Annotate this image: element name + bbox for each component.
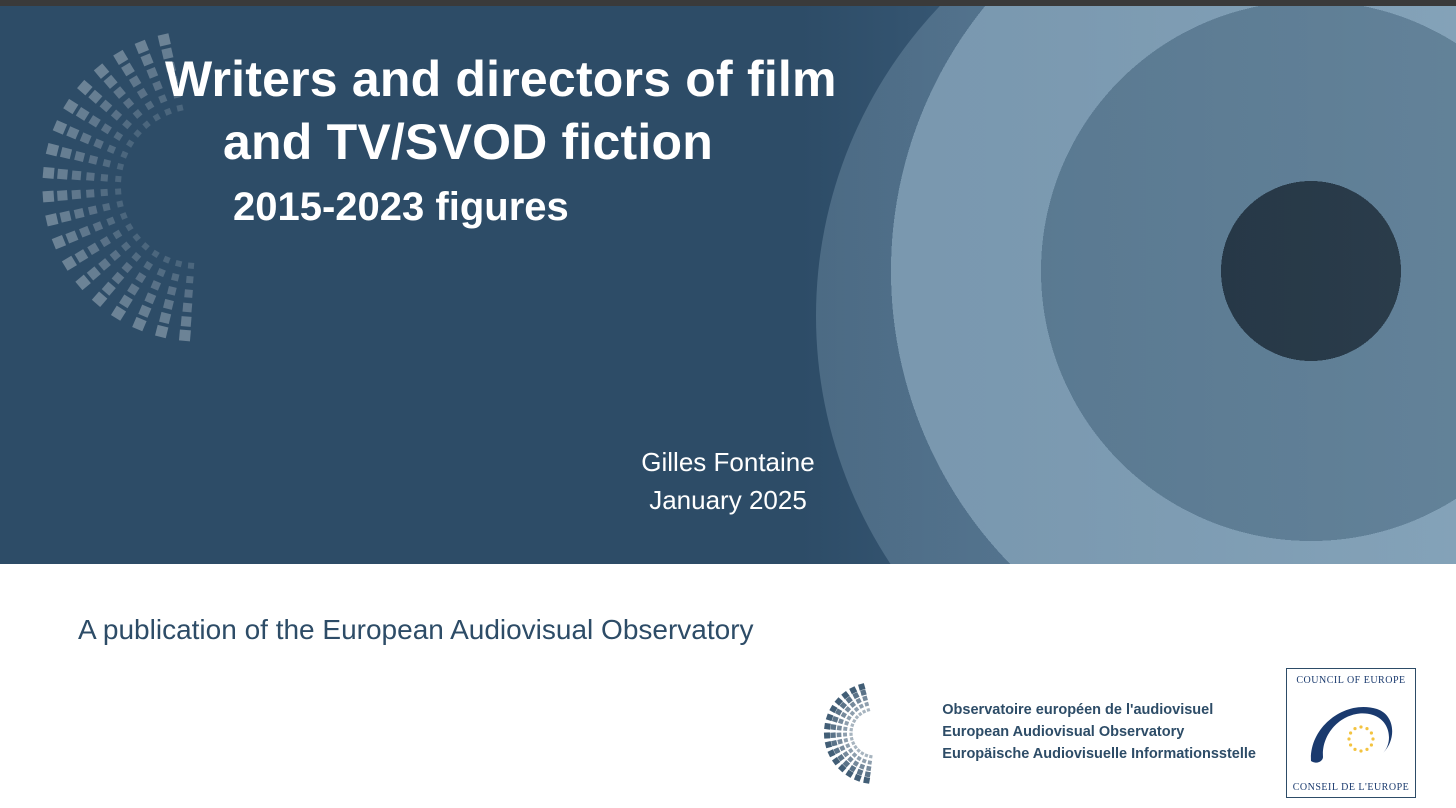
eao-text-block: Observatoire européen de l'audiovisuel E… [942, 700, 1256, 765]
byline-date: January 2025 [0, 482, 1456, 520]
eao-arc-icon: (function(){ var g = document.currentScr… [820, 678, 930, 788]
eao-line-fr: Observatoire européen de l'audiovisuel [942, 700, 1256, 722]
publication-text: A publication of the European Audiovisua… [78, 614, 754, 646]
coe-label-top: COUNCIL OF EUROPE [1296, 675, 1405, 686]
eao-line-en: European Audiovisual Observatory [942, 722, 1256, 744]
byline-author: Gilles Fontaine [0, 444, 1456, 482]
coe-label-bottom: CONSEIL DE L'EUROPE [1293, 782, 1409, 793]
eao-line-de: Europäische Audiovisuelle Informationsst… [942, 744, 1256, 766]
title-line-1: Writers and directors of film [165, 48, 965, 111]
logo-row: (function(){ var g = document.currentScr… [820, 668, 1416, 798]
hero-banner: (function(){ var svg = document.currentS… [0, 6, 1456, 564]
title-block: Writers and directors of film and TV/SVO… [165, 48, 965, 230]
footer-area: A publication of the European Audiovisua… [0, 564, 1456, 808]
slide-page: (function(){ var svg = document.currentS… [0, 0, 1456, 808]
coe-swirl-icon [1305, 695, 1397, 773]
byline-block: Gilles Fontaine January 2025 [0, 444, 1456, 519]
title-subtitle: 2015-2023 figures [165, 185, 965, 230]
title-line-2: and TV/SVOD fiction [165, 111, 965, 174]
council-of-europe-logo: COUNCIL OF EUROPE CONSEIL DE L'EUROPE [1286, 668, 1416, 798]
eao-logo: (function(){ var g = document.currentScr… [820, 678, 1256, 788]
